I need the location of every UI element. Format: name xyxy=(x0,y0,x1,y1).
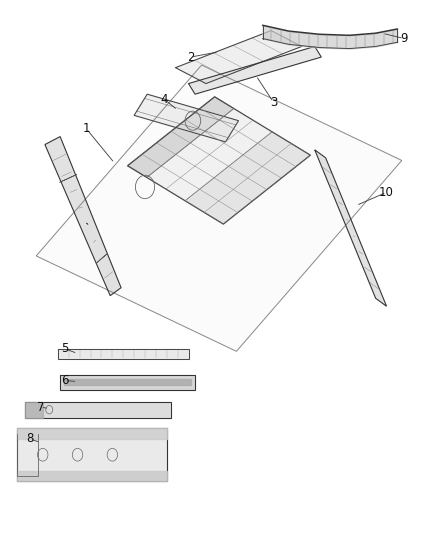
Text: 2: 2 xyxy=(187,51,194,63)
Polygon shape xyxy=(60,375,195,390)
Text: 8: 8 xyxy=(26,432,33,446)
Text: 1: 1 xyxy=(82,122,90,135)
Text: 9: 9 xyxy=(400,32,408,45)
Polygon shape xyxy=(176,30,302,84)
Polygon shape xyxy=(127,97,234,177)
Polygon shape xyxy=(58,349,188,359)
Polygon shape xyxy=(25,402,171,418)
Text: 5: 5 xyxy=(61,342,68,355)
Polygon shape xyxy=(36,65,402,351)
Polygon shape xyxy=(185,132,311,224)
Text: 7: 7 xyxy=(37,400,44,414)
Polygon shape xyxy=(134,94,239,142)
Polygon shape xyxy=(25,402,43,418)
Polygon shape xyxy=(127,97,311,224)
Polygon shape xyxy=(64,378,191,385)
Polygon shape xyxy=(188,46,321,94)
Polygon shape xyxy=(315,150,387,306)
Polygon shape xyxy=(45,136,121,296)
Polygon shape xyxy=(17,428,167,439)
Text: 3: 3 xyxy=(270,95,277,109)
Text: 10: 10 xyxy=(379,186,394,199)
Polygon shape xyxy=(17,471,167,481)
Text: 4: 4 xyxy=(161,93,168,106)
Text: 6: 6 xyxy=(61,374,68,387)
Polygon shape xyxy=(17,428,167,481)
